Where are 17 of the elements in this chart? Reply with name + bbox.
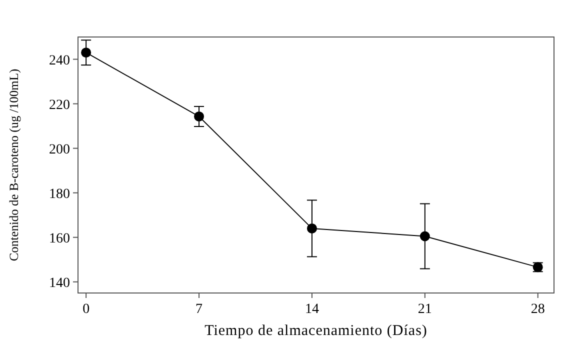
x-tick-label: 7 — [196, 302, 203, 317]
point — [420, 231, 430, 242]
y-axis-title: Contenido de B-caroteno (ug /100mL) — [7, 68, 21, 262]
point — [306, 223, 317, 234]
y-tick-label: 160 — [49, 231, 70, 246]
point — [81, 48, 92, 58]
y-tick-label: 200 — [49, 142, 70, 158]
y-tick-label: 220 — [49, 98, 70, 113]
point — [194, 111, 204, 122]
x-axis-title: Tiempo de almacenamiento (Días) — [204, 323, 428, 339]
x-tick-label: 14 — [304, 302, 319, 317]
x-tick-label: 21 — [418, 302, 432, 317]
y-tick-label: 180 — [49, 186, 70, 202]
y-tick-label: 240 — [49, 53, 70, 68]
x-tick-label: 0 — [82, 302, 90, 317]
y-tick-label: 140 — [49, 276, 70, 291]
x-tick-label: 28 — [530, 302, 545, 317]
